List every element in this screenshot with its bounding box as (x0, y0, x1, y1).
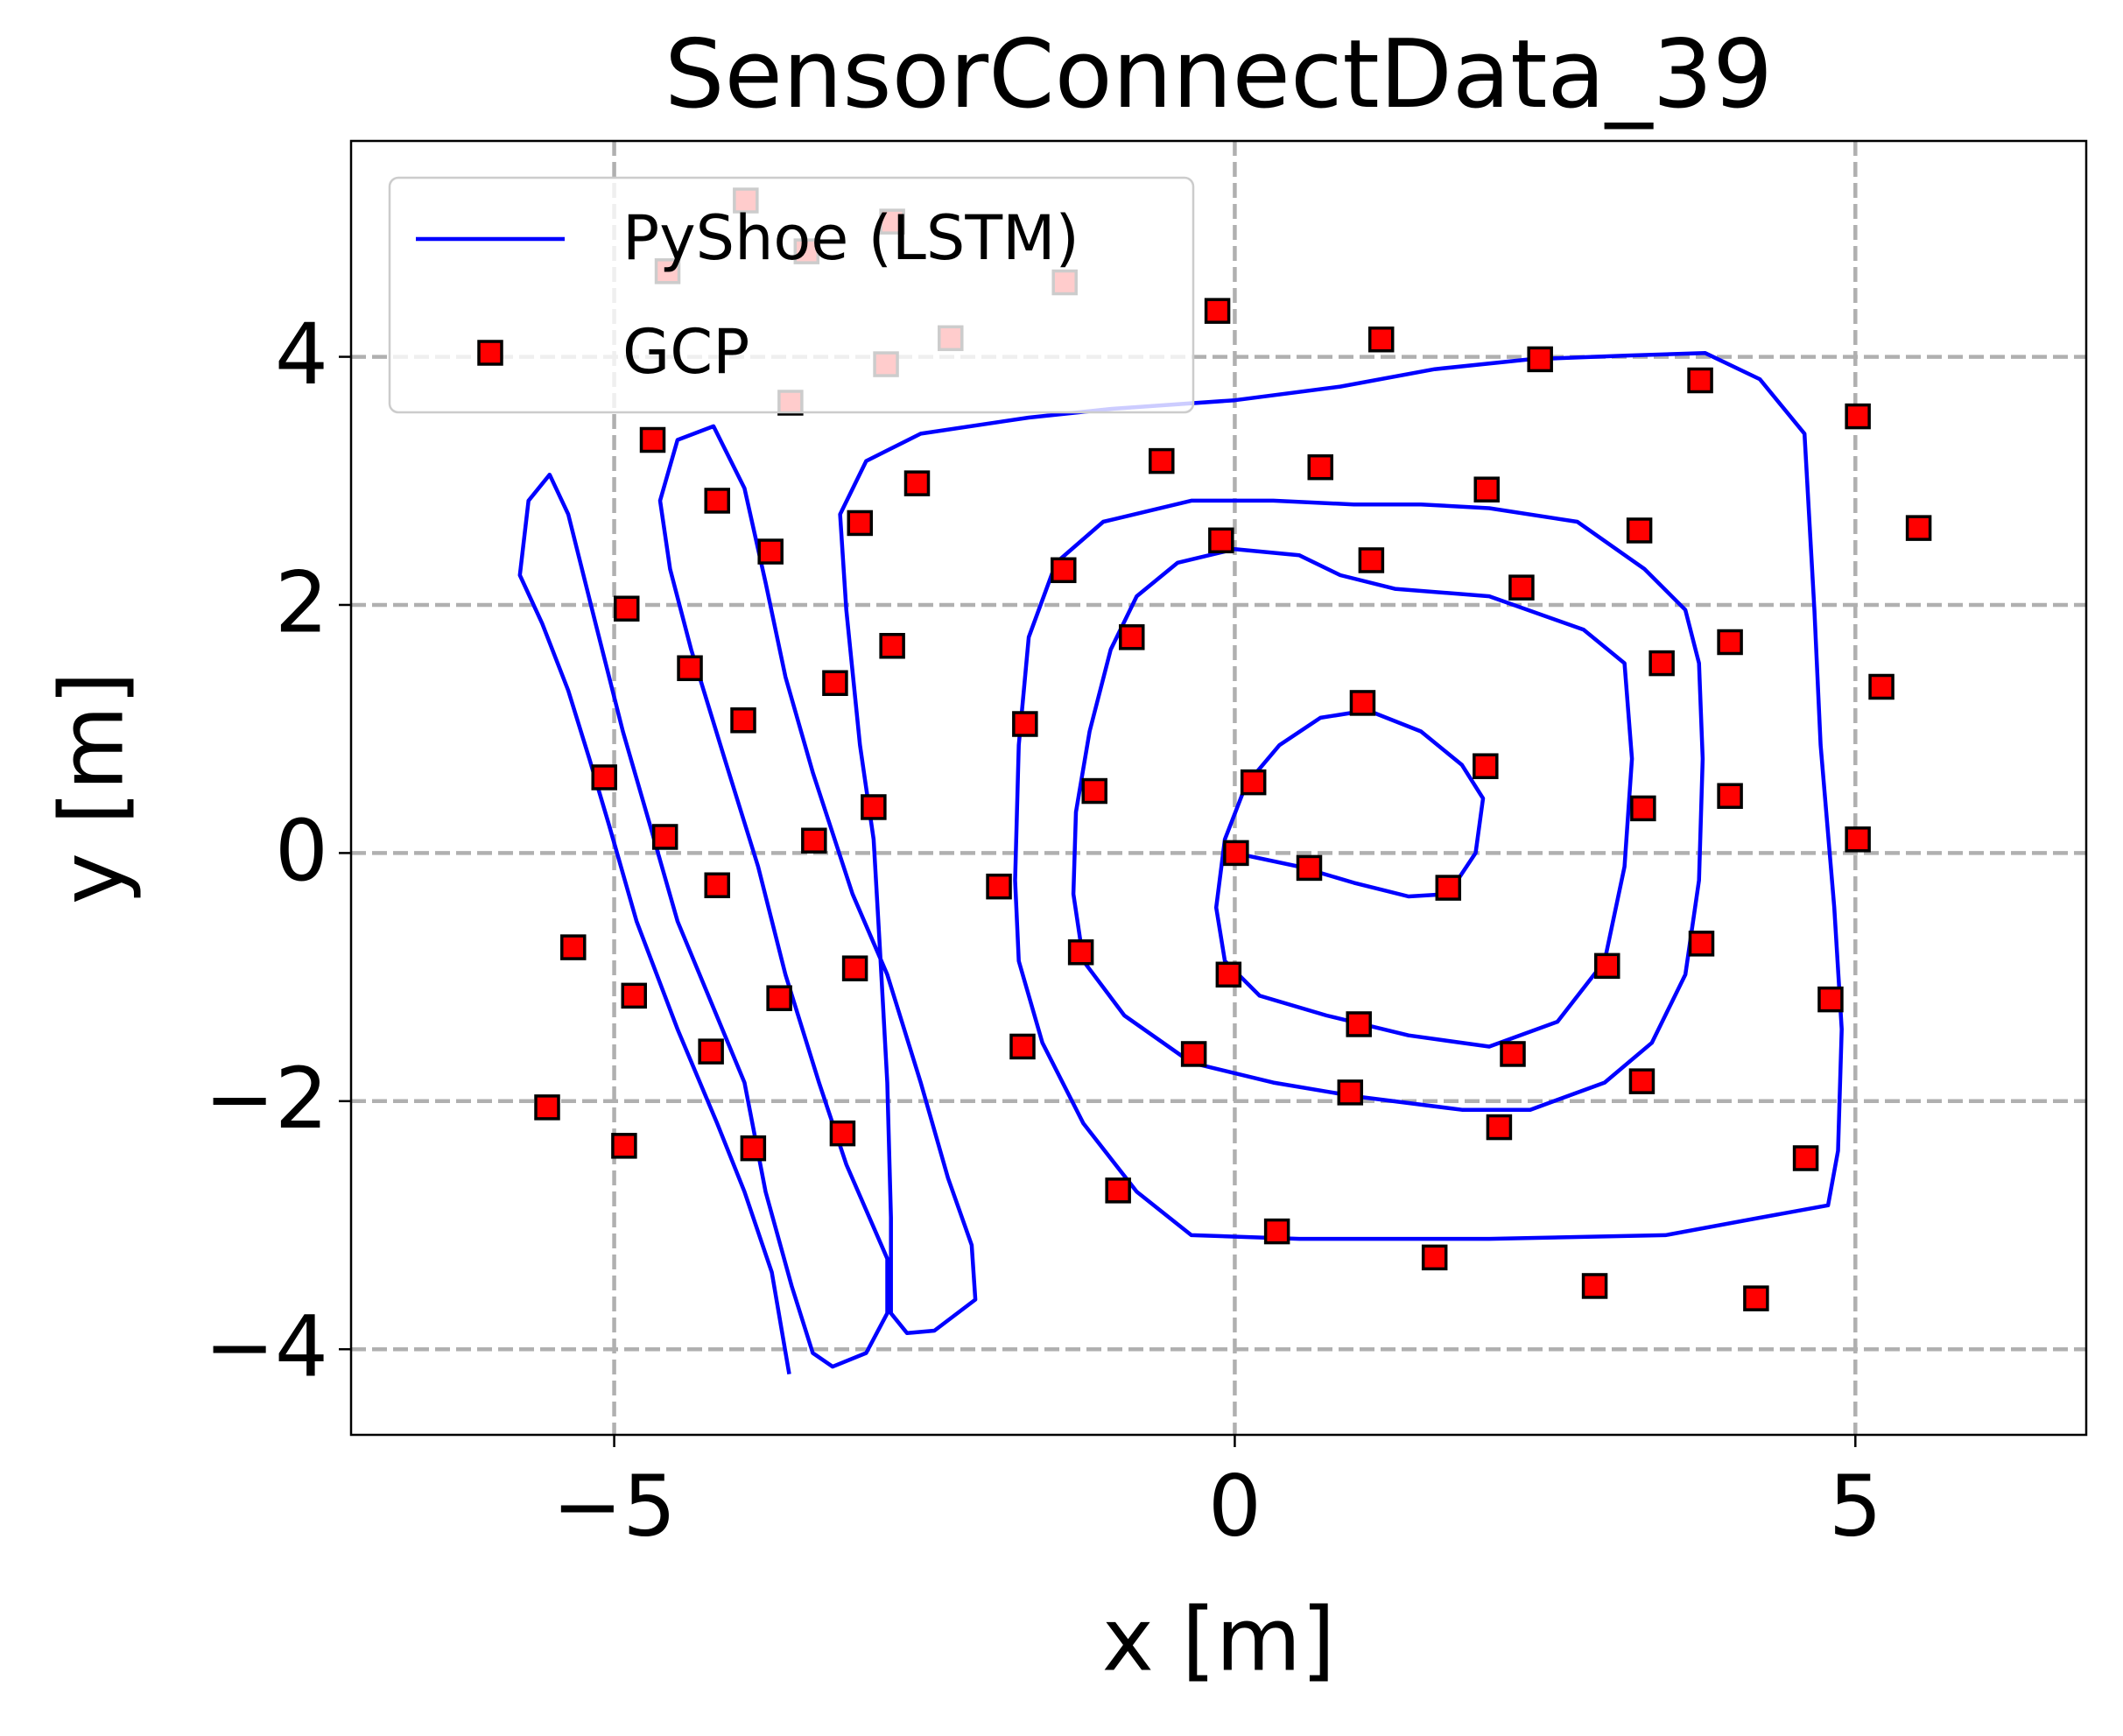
gcp-marker (1594, 952, 1620, 980)
x-tick-label: 0 (1208, 1457, 1262, 1555)
gcp-marker (1358, 547, 1385, 573)
gcp-marker (1905, 515, 1932, 541)
trajectory-line (517, 351, 1844, 1374)
gcp-marker (1743, 1285, 1769, 1311)
gcp-marker (861, 794, 887, 820)
gcp-marker (841, 955, 868, 981)
gcp-marker (1180, 1041, 1207, 1067)
gcp-marker (1367, 326, 1395, 353)
gcp-marker (1223, 840, 1249, 867)
legend-label: PyShoe (LSTM) (622, 202, 1079, 274)
y-axis-label: y [m] (40, 671, 143, 904)
legend-label: GCP (622, 316, 749, 388)
y-tick-label: 4 (275, 306, 328, 404)
gcp-marker (1630, 795, 1656, 822)
gcp-marker (1081, 777, 1107, 805)
gcp-marker (1421, 1244, 1448, 1271)
gcp-marker (1687, 367, 1713, 394)
gcp-marker (1648, 650, 1675, 677)
gcp-marker (534, 1094, 560, 1121)
gcp-marker (611, 1133, 637, 1159)
gcp-marker (1012, 711, 1038, 737)
gcp-marker (1628, 1068, 1656, 1094)
gcp-marker (1527, 346, 1553, 373)
chart-title: SensorConnectData_39 (664, 20, 1773, 130)
gcp-marker (1792, 1145, 1819, 1171)
gcp-marker (1307, 453, 1334, 481)
gcp-marker (1717, 629, 1743, 656)
gcp-marker (740, 1135, 767, 1162)
gcp-marker (1349, 690, 1376, 716)
gcp-marker (704, 488, 730, 514)
gcp-marker (1149, 447, 1175, 474)
gcp-marker (801, 827, 827, 854)
gcp-marker (639, 426, 666, 453)
x-axis-label: x [m] (1102, 1588, 1335, 1690)
gcp-marker (1508, 574, 1535, 601)
gcp-marker (730, 707, 756, 734)
gcp-marker (613, 595, 640, 622)
gcp-marker (1500, 1041, 1526, 1067)
gcp-marker (704, 872, 730, 898)
gcp-marker (591, 764, 617, 791)
gcp-marker (1204, 298, 1231, 324)
gcp-marker (766, 985, 792, 1011)
gcp-marker (698, 1038, 724, 1065)
gcp-marker (903, 470, 931, 496)
gcp-marker (560, 934, 587, 960)
legend-box (388, 176, 1195, 414)
gcp-marker (986, 873, 1012, 900)
gcp-marker (1435, 875, 1462, 901)
gcp-marker (1051, 557, 1077, 584)
gcp-marker (677, 655, 703, 682)
gcp-marker (651, 824, 678, 850)
gcp-marker (1346, 1011, 1372, 1037)
gcp-marker (829, 1120, 856, 1147)
gcp-marker (822, 670, 848, 697)
gcp-marker (1486, 1114, 1513, 1141)
gcp-marker (1717, 783, 1743, 809)
gcp-marker (757, 538, 784, 565)
gcp-marker (847, 510, 874, 537)
gcp-marker (1626, 517, 1653, 544)
gcp-marker (1208, 527, 1234, 554)
gcp-marker (1263, 1218, 1290, 1245)
gcp-marker (1817, 986, 1844, 1013)
gcp-marker (1240, 769, 1267, 796)
gcp-marker (1845, 826, 1871, 853)
gcp-marker (1473, 753, 1499, 779)
y-tick-label: 2 (275, 553, 328, 651)
gcp-marker (1473, 476, 1500, 503)
gcp-marker (1581, 1273, 1608, 1299)
gcp-marker (1845, 403, 1871, 430)
y-tick-label: 0 (275, 802, 328, 900)
x-tick-label: −5 (552, 1457, 677, 1555)
x-tick-label: 5 (1829, 1457, 1882, 1555)
y-tick-label: −2 (204, 1050, 328, 1148)
gcp-marker (1067, 939, 1094, 966)
y-tick-label: −4 (204, 1298, 328, 1396)
gcp-marker (1296, 854, 1323, 882)
gcp-marker (1688, 931, 1715, 957)
legend-marker (477, 340, 503, 366)
gcp-marker (621, 982, 647, 1009)
gcp-marker (879, 632, 905, 659)
gcp-marker (1215, 961, 1242, 988)
plot-frame (349, 139, 2088, 1437)
gcp-marker (1105, 1177, 1131, 1204)
gcp-marker (1337, 1079, 1364, 1106)
gcp-marker (1119, 624, 1145, 650)
gcp-marker (1868, 673, 1895, 700)
gcp-marker (1009, 1033, 1036, 1060)
